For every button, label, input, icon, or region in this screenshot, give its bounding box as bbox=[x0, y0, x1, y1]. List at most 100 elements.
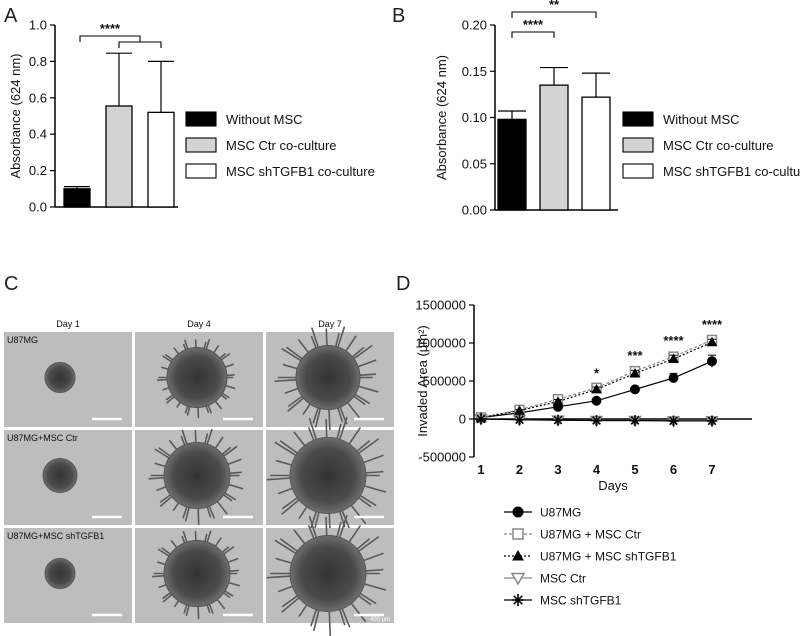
y-tick-label: 1000000 bbox=[415, 336, 466, 351]
panel-label-c: C bbox=[4, 273, 18, 295]
spheroid bbox=[42, 458, 78, 493]
x-tick-label: 4 bbox=[593, 462, 601, 477]
legend-label: Without MSC bbox=[663, 112, 740, 127]
bar bbox=[63, 188, 91, 208]
y-axis-label: Invaded Area (µm²) bbox=[415, 325, 430, 437]
data-point bbox=[552, 414, 564, 426]
y-tick-label: 0.15 bbox=[462, 64, 487, 79]
data-point bbox=[591, 395, 602, 406]
data-point bbox=[630, 384, 640, 395]
x-tick-label: 5 bbox=[631, 462, 638, 477]
data-point bbox=[706, 415, 718, 427]
legend-label: MSC shTGFB1 bbox=[540, 594, 622, 608]
bar bbox=[581, 96, 611, 211]
legend-swatch bbox=[185, 111, 217, 127]
data-point bbox=[668, 373, 679, 383]
significance-bracket bbox=[79, 35, 141, 42]
data-point bbox=[668, 415, 679, 427]
y-tick-label: 0.00 bbox=[462, 203, 487, 218]
x-tick-label: 3 bbox=[554, 462, 561, 477]
y-tick-label: 0.8 bbox=[29, 54, 47, 69]
legend-label: MSC shTGFB1 co-culture bbox=[663, 164, 800, 179]
invasion-spikes bbox=[274, 326, 379, 433]
bar bbox=[539, 84, 569, 211]
legend-label: MSC Ctr co-culture bbox=[663, 138, 774, 153]
spheroid bbox=[44, 362, 76, 393]
legend-marker bbox=[512, 594, 524, 606]
y-tick-label: 0.0 bbox=[29, 200, 47, 215]
row-label: U87MG+MSC Ctr bbox=[7, 433, 78, 443]
y-tick-label: 0.05 bbox=[462, 156, 487, 171]
significance-label: **** bbox=[523, 17, 544, 32]
x-tick-label: 6 bbox=[670, 462, 677, 477]
column-header: Day 4 bbox=[187, 319, 211, 329]
chart-d: -500000 0 500000 1000000 1500000 1 2 3 4 5 6 7 Days I… bbox=[415, 298, 752, 608]
data-point bbox=[591, 383, 602, 394]
panel-label-b: B bbox=[392, 5, 405, 27]
invasion-spikes bbox=[148, 428, 244, 526]
data-point bbox=[629, 415, 641, 426]
bar bbox=[147, 111, 175, 208]
invasion-spikes bbox=[266, 416, 387, 539]
y-tick-label: 1500000 bbox=[415, 298, 466, 313]
spheroid bbox=[289, 437, 367, 514]
y-tick-label: -500000 bbox=[418, 450, 466, 465]
legend-marker bbox=[512, 506, 524, 518]
panel-label-d: D bbox=[396, 273, 410, 295]
spheroid bbox=[163, 442, 231, 509]
y-axis-label: Absorbance (624 nm) bbox=[8, 53, 23, 178]
spheroid bbox=[163, 540, 231, 607]
y-tick-label: 0.6 bbox=[29, 90, 47, 105]
x-tick-label: 1 bbox=[477, 462, 484, 477]
legend-swatch bbox=[622, 163, 654, 179]
bar bbox=[497, 118, 527, 211]
data-point bbox=[514, 414, 525, 426]
column-header: Day 7 bbox=[318, 319, 342, 329]
significance-label: **** bbox=[100, 21, 121, 36]
scale-bar-label: 400 µm bbox=[370, 617, 390, 623]
spheroid bbox=[295, 345, 361, 410]
legend-marker bbox=[512, 550, 524, 561]
legend-label: MSC Ctr co-culture bbox=[226, 138, 337, 153]
y-axis-label: Absorbance (624 nm) bbox=[434, 55, 449, 180]
invasion-spikes bbox=[151, 530, 240, 620]
column-header: Day 1 bbox=[56, 319, 80, 329]
micrograph-grid: Day 1 Day 4 Day 7 U87MG U87MG+MSC Ctr U87MG+M… bbox=[4, 319, 394, 636]
significance-label: **** bbox=[702, 317, 723, 332]
data-point bbox=[668, 353, 679, 364]
legend-marker bbox=[510, 572, 526, 586]
data-point bbox=[591, 415, 602, 426]
legend-label: U87MG + MSC shTGFB1 bbox=[540, 550, 677, 564]
bar bbox=[105, 105, 133, 208]
data-point bbox=[707, 356, 717, 367]
legend-label: U87MG bbox=[540, 506, 581, 520]
y-tick-label: 0.2 bbox=[29, 163, 47, 178]
significance-label: **** bbox=[663, 333, 684, 348]
spheroid bbox=[44, 558, 76, 589]
spheroid bbox=[166, 347, 228, 408]
y-tick-label: 0.20 bbox=[462, 18, 487, 33]
legend-label: MSC Ctr bbox=[540, 572, 586, 586]
significance-bracket bbox=[511, 11, 597, 18]
data-point bbox=[629, 368, 641, 378]
legend-swatch bbox=[185, 137, 217, 153]
data-point bbox=[514, 405, 525, 415]
row-label: U87MG+MSC shTGFB1 bbox=[7, 531, 104, 541]
chart-a: 0.0 0.2 0.4 0.6 0.8 1.0 Absorbance (624 nm) ***… bbox=[8, 18, 375, 215]
legend-label: U87MG + MSC Ctr bbox=[540, 528, 641, 542]
data-point bbox=[552, 396, 564, 406]
row-label: U87MG bbox=[7, 335, 38, 345]
data-point bbox=[706, 336, 718, 347]
y-tick-label: 0.10 bbox=[462, 110, 487, 125]
legend-swatch bbox=[622, 137, 654, 153]
legend-swatch bbox=[185, 163, 217, 179]
y-tick-label: 0.4 bbox=[29, 127, 47, 142]
panel-label-a: A bbox=[4, 5, 18, 27]
significance-bracket bbox=[118, 41, 162, 48]
data-point bbox=[475, 413, 487, 425]
y-tick-label: 500000 bbox=[423, 374, 466, 389]
x-tick-label: 7 bbox=[708, 462, 715, 477]
legend-label: MSC shTGFB1 co-culture bbox=[226, 164, 375, 179]
chart-b: 0.00 0.05 0.10 0.15 0.20 Absorbance (624 nm) *… bbox=[434, 0, 800, 218]
